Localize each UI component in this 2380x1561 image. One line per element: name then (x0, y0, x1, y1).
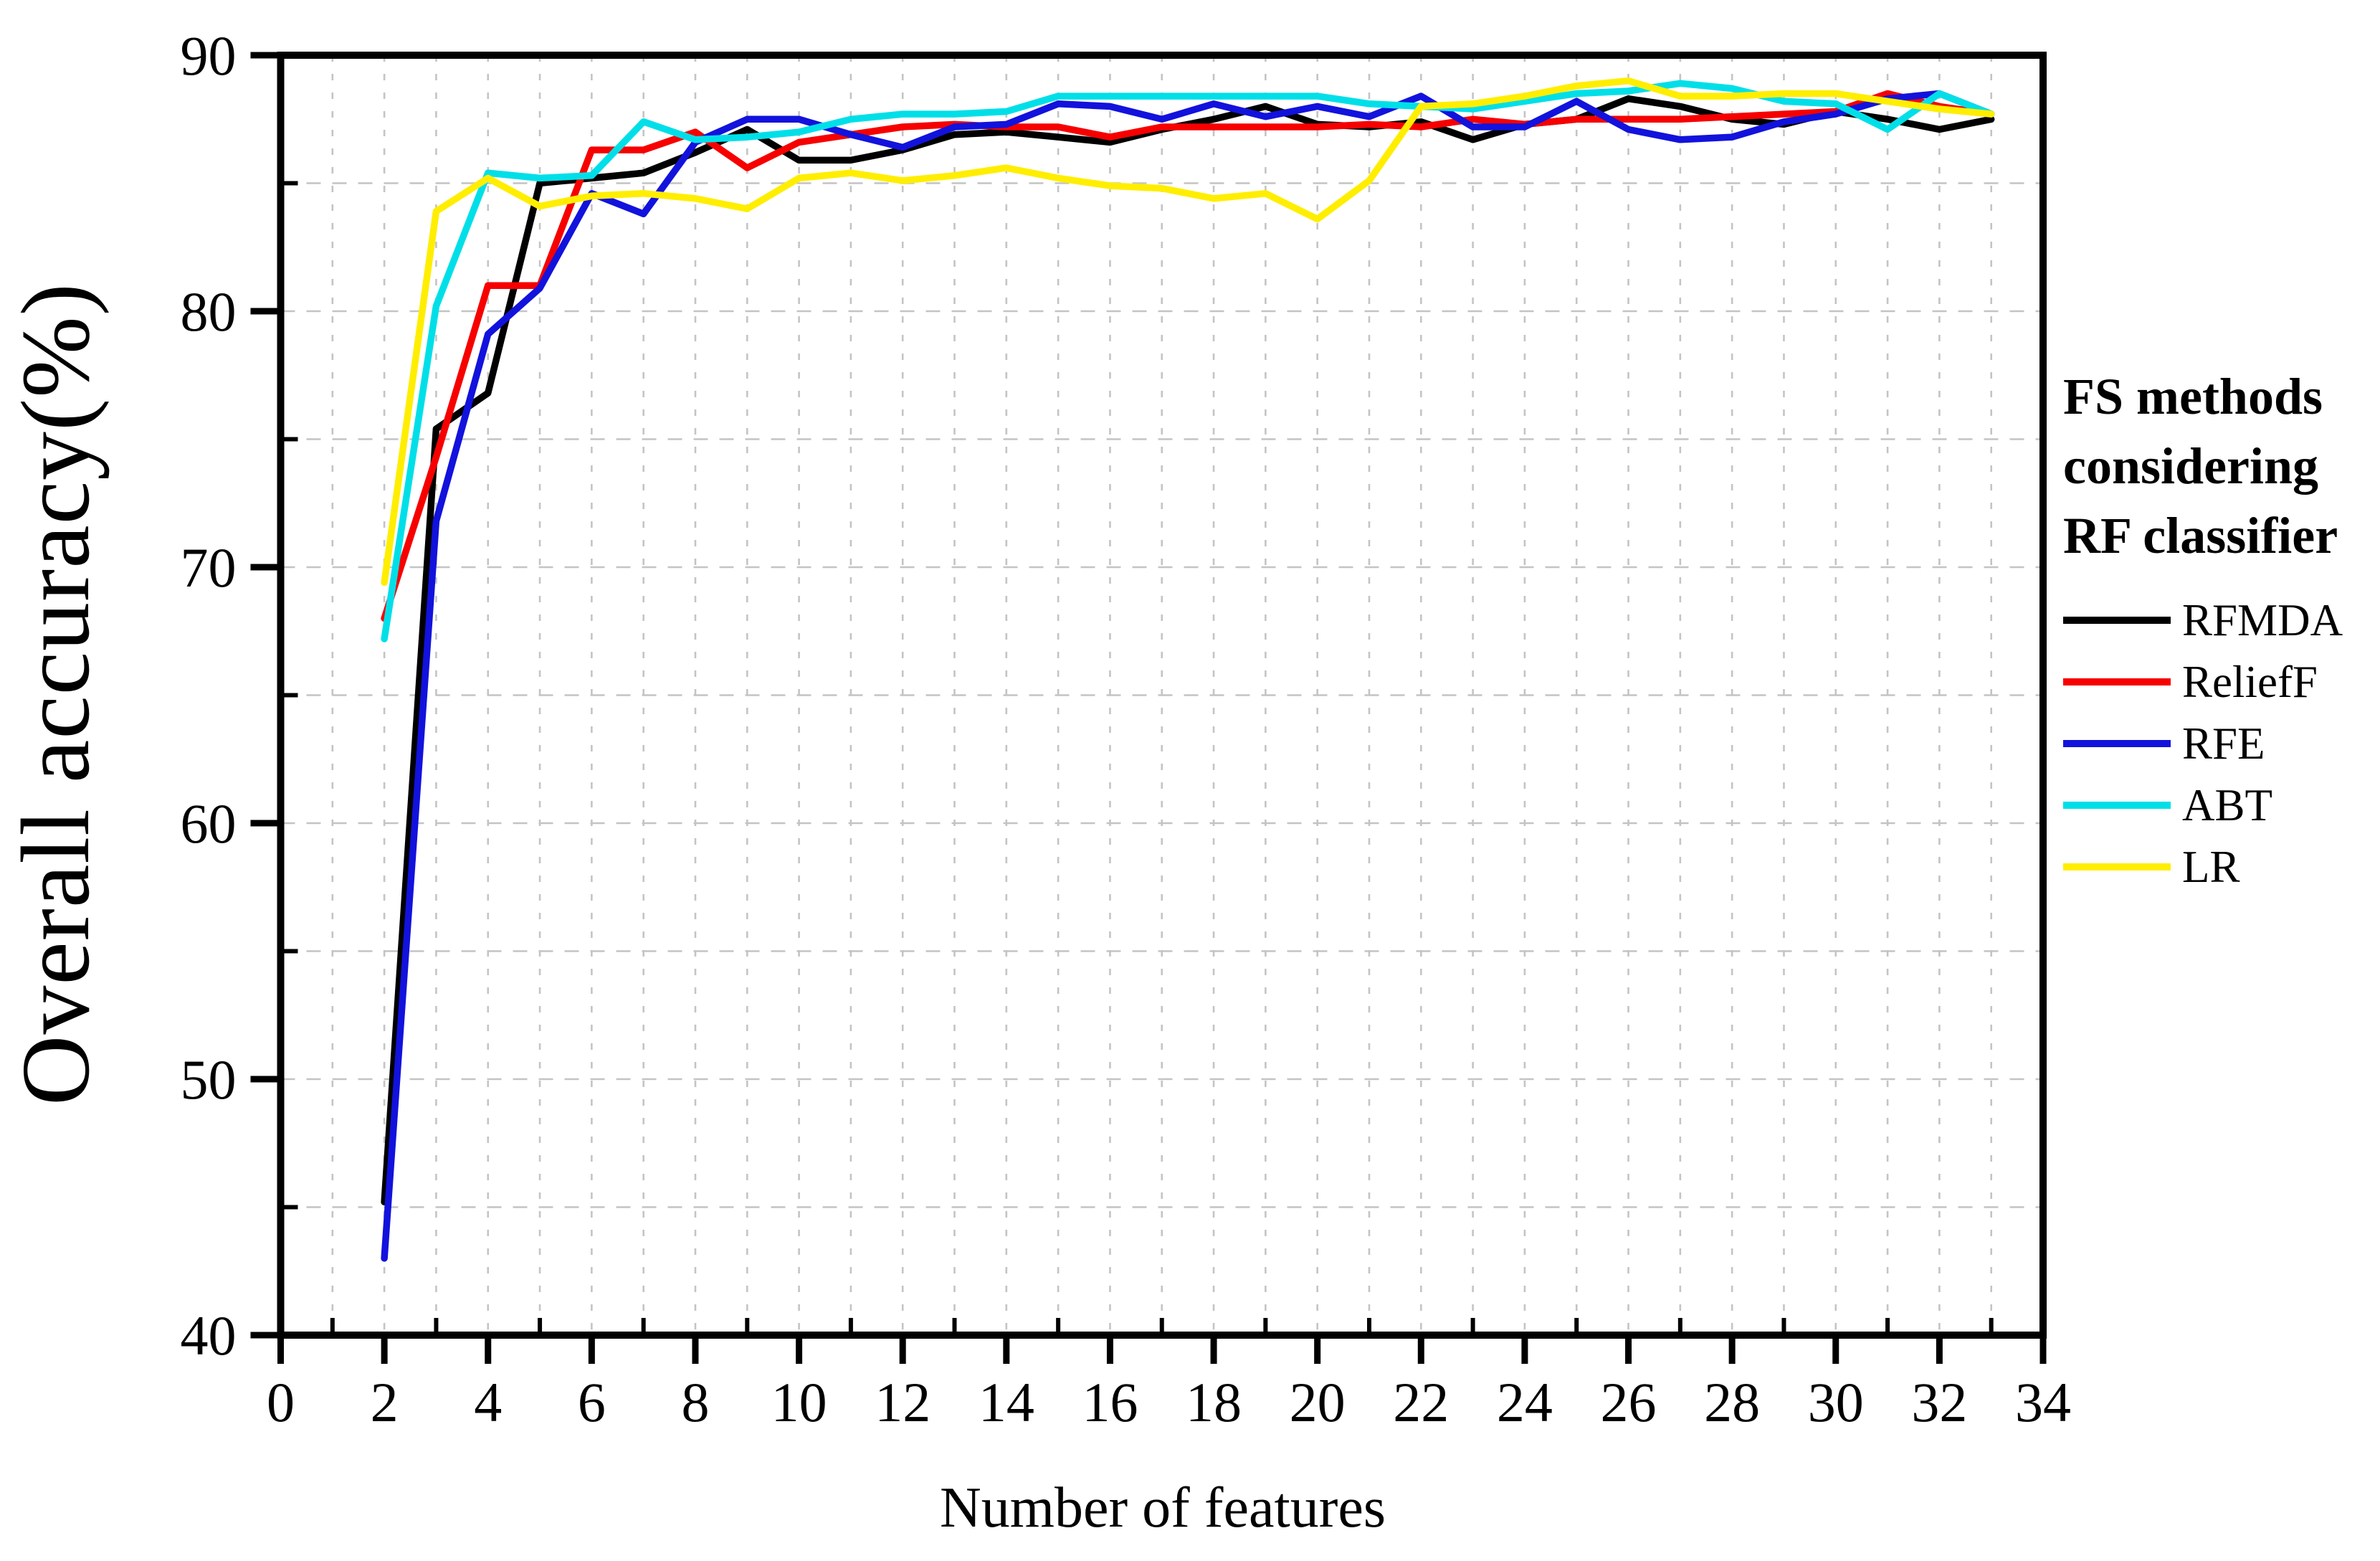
y-tick-label: 50 (181, 1048, 237, 1111)
abt-line-swatch (2063, 802, 2171, 809)
legend-item-rfe: RFE (2063, 713, 2380, 774)
x-tick-label: 14 (979, 1371, 1034, 1433)
series-line-relieff (381, 90, 1995, 622)
y-tick-label: 40 (181, 1304, 237, 1367)
legend-item-lr: LR (2063, 836, 2380, 898)
x-tick-label: 0 (267, 1371, 295, 1433)
x-tick-label: 28 (1704, 1371, 1760, 1433)
x-tick-label: 20 (1290, 1371, 1346, 1433)
x-tick-label: 18 (1186, 1371, 1242, 1433)
y-axis-title: Overall accuracy(%) (2, 283, 110, 1106)
legend-title: FS methods considering RF classifier (2063, 362, 2380, 571)
legend-label-relieff: ReliefF (2182, 656, 2318, 707)
lr-line-swatch (2063, 863, 2171, 870)
legend-label-rfmda: RFMDA (2182, 594, 2343, 645)
series-line-rfe (381, 90, 1995, 1262)
rfmda-line-swatch (2063, 617, 2171, 624)
series-line-lr (381, 77, 1995, 587)
legend-title-line-2: considering (2063, 437, 2319, 495)
legend-item-abt: ABT (2063, 774, 2380, 836)
x-tick-label: 16 (1082, 1371, 1138, 1433)
legend-title-line-3: RF classifier (2063, 507, 2338, 564)
y-tick-label: 80 (181, 280, 237, 343)
x-tick-label: 22 (1393, 1371, 1449, 1433)
relieff-line-swatch (2063, 678, 2171, 685)
legend-items: RFMDA ReliefF RFE ABT LR (2063, 589, 2380, 898)
x-axis-title: Number of features (940, 1476, 1386, 1539)
x-tick-label: 34 (2015, 1371, 2071, 1433)
y-tick-label: 90 (181, 24, 237, 87)
plot-frame (277, 52, 2047, 1339)
series-line-abt (381, 80, 1995, 642)
x-tick-label: 4 (474, 1371, 502, 1433)
x-tick-label: 6 (578, 1371, 606, 1433)
y-tick-label: 60 (181, 792, 237, 855)
legend-label-abt: ABT (2182, 779, 2272, 830)
legend: FS methods considering RF classifier RFM… (2063, 362, 2380, 898)
x-tick-label: 10 (771, 1371, 827, 1433)
series-line-rfmda (381, 95, 1995, 1206)
x-tick-label: 30 (1808, 1371, 1864, 1433)
x-tick-label: 24 (1497, 1371, 1553, 1433)
x-tick-label: 2 (371, 1371, 399, 1433)
legend-item-relieff: ReliefF (2063, 651, 2380, 713)
legend-title-line-1: FS methods (2063, 368, 2323, 425)
rfe-line-swatch (2063, 740, 2171, 747)
legend-label-lr: LR (2182, 841, 2240, 892)
x-tick-label: 32 (1911, 1371, 1967, 1433)
y-tick-label: 70 (181, 536, 237, 599)
x-tick-label: 8 (681, 1371, 709, 1433)
legend-label-rfe: RFE (2182, 718, 2265, 769)
legend-item-rfmda: RFMDA (2063, 589, 2380, 651)
x-tick-label: 26 (1601, 1371, 1657, 1433)
x-tick-label: 12 (875, 1371, 930, 1433)
